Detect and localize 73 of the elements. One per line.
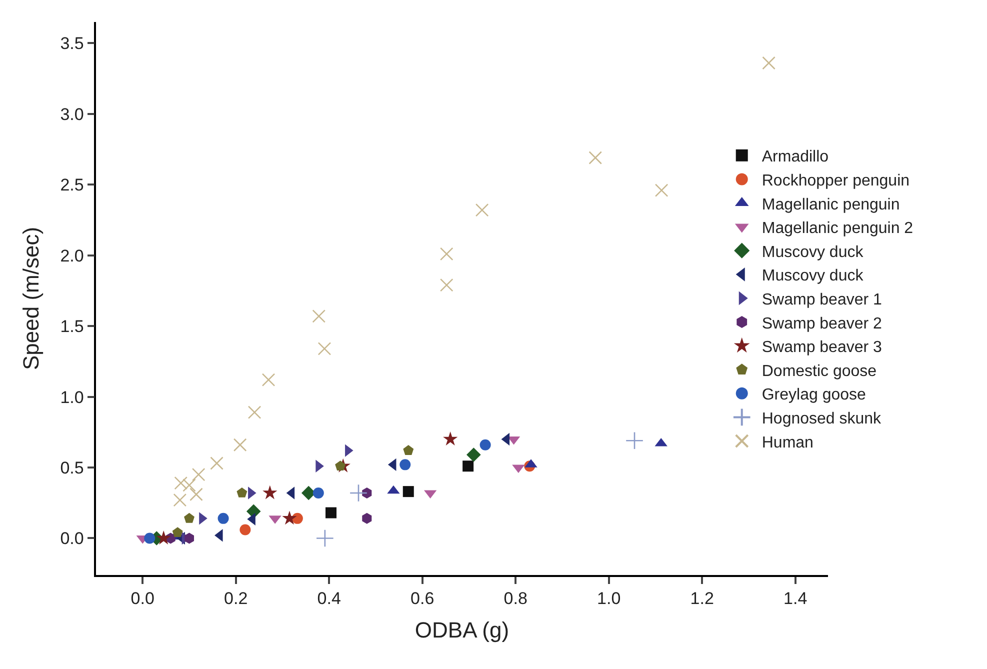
point — [475, 203, 489, 217]
legend-label: Armadillo — [762, 148, 829, 166]
point — [462, 460, 474, 472]
point — [312, 310, 326, 323]
legend-label: Magellanic penguin 2 — [762, 220, 914, 238]
legend-label: Rockhopper penguin — [762, 172, 910, 190]
x-tick-label: 1.4 — [784, 589, 808, 608]
point — [440, 278, 454, 292]
point — [172, 527, 183, 538]
point — [192, 468, 206, 482]
legend-label: Swamp beaver 2 — [762, 315, 882, 332]
point — [262, 485, 278, 500]
legend-label: Greylag goose — [762, 386, 866, 404]
y-tick-label: 0.5 — [60, 458, 84, 478]
point — [362, 512, 372, 524]
y-tick-label: 1.0 — [60, 388, 84, 407]
point — [156, 530, 171, 544]
point — [362, 487, 372, 498]
point — [240, 524, 251, 536]
x-tick-label: 1.2 — [690, 589, 714, 608]
y-tick-label: 3.5 — [60, 34, 84, 54]
point — [312, 487, 324, 498]
point — [210, 456, 224, 470]
legend-label: Human — [762, 434, 814, 452]
point — [318, 342, 332, 356]
point — [292, 512, 303, 524]
point — [282, 510, 297, 525]
point — [480, 439, 491, 450]
point — [403, 445, 414, 455]
point — [349, 484, 368, 502]
point — [400, 459, 411, 470]
point — [233, 438, 247, 452]
legend-label: Muscovy duck — [762, 268, 864, 285]
point — [174, 476, 188, 490]
point — [466, 448, 481, 462]
point — [184, 532, 194, 544]
x-axis-title: ODBA (g) — [414, 618, 510, 643]
point — [190, 488, 203, 502]
point — [325, 507, 336, 518]
x-tick-label: 0.0 — [130, 589, 154, 608]
y-tick-label: 3.0 — [60, 104, 84, 124]
point — [144, 532, 156, 544]
legend-label: Domestic goose — [762, 362, 877, 380]
point — [440, 247, 454, 261]
legend-label: Muscovy duck — [762, 244, 864, 261]
x-tick-label: 1.0 — [597, 589, 621, 608]
point — [654, 184, 668, 197]
x-tick-label: 0.6 — [410, 589, 434, 608]
point — [173, 493, 187, 507]
point — [443, 432, 458, 446]
point — [182, 478, 196, 492]
x-tick-label: 0.2 — [224, 589, 248, 608]
y-tick-label: 0.0 — [60, 529, 84, 548]
point — [625, 432, 644, 450]
point — [248, 406, 262, 419]
legend-label: Swamp beaver 3 — [762, 339, 882, 356]
point — [262, 373, 276, 386]
legend-label: Magellanic penguin — [762, 196, 900, 214]
point — [402, 486, 414, 498]
point — [218, 512, 229, 524]
point — [316, 529, 334, 548]
legend-label: Hognosed skunk — [762, 410, 882, 428]
x-tick-label: 0.4 — [317, 589, 341, 608]
point — [762, 56, 776, 70]
point — [588, 151, 602, 164]
legend-label: Swamp beaver 1 — [762, 291, 882, 308]
point — [184, 512, 194, 523]
point — [236, 487, 248, 498]
y-axis-title: Speed (m/sec) — [18, 226, 44, 370]
y-tick-label: 1.5 — [60, 317, 84, 336]
y-tick-label: 2.5 — [60, 176, 84, 195]
y-tick-label: 2.0 — [60, 246, 84, 266]
x-tick-label: 0.8 — [504, 589, 528, 608]
